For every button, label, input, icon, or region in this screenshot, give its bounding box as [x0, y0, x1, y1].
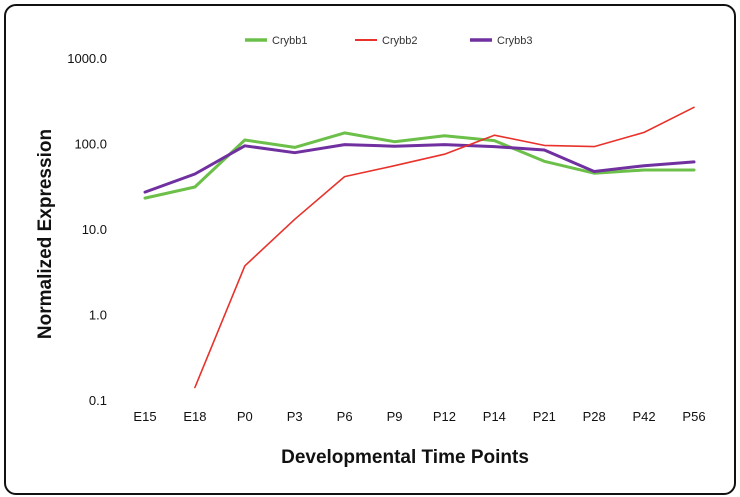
x-tick-label: P0 — [237, 409, 253, 424]
series-line-crybb2 — [194, 106, 695, 389]
chart-frame — [4, 4, 736, 495]
x-tick-label: E18 — [183, 409, 206, 424]
y-axis-ticks: 0.1 1.0 10.0 100.0 1000.0 — [67, 51, 107, 408]
x-tick-label: P42 — [633, 409, 656, 424]
x-tick-label: P9 — [387, 409, 403, 424]
y-tick-label: 1.0 — [89, 308, 107, 323]
legend-label-crybb2: Crybb2 — [382, 35, 417, 47]
legend-label-crybb3: Crybb3 — [497, 35, 532, 47]
x-tick-label: P6 — [337, 409, 353, 424]
x-tick-label: P28 — [583, 409, 606, 424]
y-tick-label: 10.0 — [82, 222, 107, 237]
series-lines — [143, 106, 696, 389]
x-tick-label: P21 — [533, 409, 556, 424]
y-tick-label: 100.0 — [74, 137, 107, 152]
x-axis-ticks: E15 E18 P0 P3 P6 P9 P12 P14 P21 P28 P42 P56 — [133, 409, 705, 424]
x-tick-label: P56 — [682, 409, 705, 424]
x-tick-label: E15 — [133, 409, 156, 424]
legend: Crybb1 Crybb2 Crybb3 — [245, 35, 532, 47]
y-tick-label: 0.1 — [89, 393, 107, 408]
x-tick-label: P3 — [287, 409, 303, 424]
legend-label-crybb1: Crybb1 — [272, 35, 307, 47]
series-line-crybb3 — [143, 143, 696, 194]
x-tick-label: P12 — [433, 409, 456, 424]
x-axis-title: Developmental Time Points — [281, 447, 529, 468]
series-line-crybb1 — [143, 131, 696, 200]
x-tick-label: P14 — [483, 409, 506, 424]
y-tick-label: 1000.0 — [67, 51, 107, 66]
y-axis-title: Normalized Expression — [35, 129, 56, 339]
